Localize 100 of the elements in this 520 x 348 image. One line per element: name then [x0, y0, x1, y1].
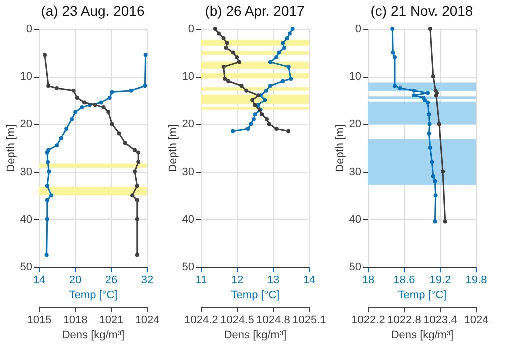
y-tick-label: 30 [182, 166, 194, 178]
x2-tick-label: 1015 [27, 314, 52, 326]
point [426, 100, 430, 105]
y-tick-label: 30 [20, 166, 32, 178]
y-tick-label: 10 [182, 71, 194, 84]
x2-tick-label: 1024 [135, 314, 160, 326]
point [263, 98, 268, 102]
x-axis-title: Temp [°C] [69, 290, 118, 302]
y-tick-label: 50 [349, 262, 362, 274]
point [129, 88, 134, 93]
point [412, 88, 416, 93]
point [249, 122, 254, 126]
x2-axis-title: Dens [kg/m³] [391, 330, 454, 342]
x-tick-label: 14 [33, 274, 46, 286]
x2-tick-label: 1024.8 [256, 314, 290, 326]
point [431, 174, 436, 179]
point [45, 184, 50, 188]
point [434, 194, 438, 198]
x-tick-label: 32 [141, 274, 154, 286]
y-tick-label: 10 [349, 71, 362, 84]
point [433, 220, 438, 224]
y-tick-label: 50 [182, 262, 194, 274]
x-axis-title: Temp [°C] [398, 290, 447, 302]
point [282, 46, 287, 50]
chart-title: (a) 23 Aug. 2016 [41, 3, 145, 19]
point [246, 126, 250, 131]
y-tick-label: 40 [349, 214, 362, 226]
x-axis-title: Temp [°C] [231, 290, 280, 302]
y-tick-label: 50 [20, 262, 32, 274]
x-tick-label: 18.6 [394, 274, 416, 286]
x2-tick-label: 1024 [464, 314, 489, 326]
x2-tick-label: 1022.8 [388, 314, 422, 326]
point [252, 117, 256, 122]
point [290, 27, 295, 31]
point [281, 41, 286, 46]
point [286, 65, 291, 70]
y-axis-title: Depth [m] [167, 124, 180, 172]
point [281, 79, 286, 84]
point [430, 160, 434, 164]
x2-tick-label: 1021 [99, 314, 124, 326]
y-tick-label: 20 [349, 118, 362, 131]
point [428, 146, 432, 150]
point [268, 84, 272, 88]
point [274, 56, 279, 60]
x2-tick-label: 1024.5 [220, 314, 254, 326]
point [70, 117, 74, 122]
y-tick-label: 10 [20, 71, 32, 84]
point [398, 86, 402, 90]
point [428, 122, 432, 126]
x2-axis-title: Dens [kg/m³] [224, 330, 287, 342]
x-tick-label: 12 [231, 274, 244, 286]
point [50, 194, 54, 198]
y-tick-label: 30 [349, 166, 362, 178]
point [412, 94, 416, 98]
point [289, 76, 293, 81]
x-tick-label: 20 [69, 274, 82, 286]
point [44, 253, 49, 258]
point [393, 56, 397, 60]
y-tick-label: 20 [20, 118, 32, 131]
point [45, 198, 50, 202]
point [46, 160, 50, 164]
point [45, 150, 50, 155]
y-tick-label: 0 [188, 24, 194, 36]
y-tick-label: 0 [26, 24, 32, 36]
point [80, 106, 84, 110]
x2-tick-label: 1022.2 [352, 314, 386, 326]
y-tick-label: 0 [355, 24, 362, 36]
x2-tick-label: 1025.1 [292, 314, 326, 326]
point [433, 179, 438, 184]
point [427, 132, 432, 136]
x-tick-label: 18 [362, 274, 375, 286]
point [144, 53, 148, 58]
y-tick-label: 40 [182, 214, 194, 226]
point [277, 50, 282, 55]
point [231, 129, 236, 134]
point [110, 90, 114, 94]
point [390, 27, 395, 31]
x2-axis-title: Dens [kg/m³] [62, 330, 125, 342]
x-tick-label: 11 [196, 274, 208, 286]
x2-tick-label: 1018 [63, 314, 88, 326]
point [59, 136, 64, 140]
y-tick-label: 20 [182, 118, 194, 131]
point [55, 144, 59, 148]
point [64, 126, 69, 131]
point [45, 217, 50, 222]
point [268, 60, 272, 64]
point [391, 50, 396, 55]
x2-tick-label: 1024.2 [184, 314, 218, 326]
point [393, 84, 397, 88]
point [143, 84, 148, 88]
x-tick-label: 13 [267, 274, 280, 286]
y-tick-label: 40 [20, 214, 32, 226]
y-axis-title: Depth [m] [334, 124, 346, 172]
point [285, 36, 290, 41]
point [264, 88, 269, 93]
y-axis-title: Depth [m] [5, 124, 18, 172]
point [99, 100, 104, 105]
x-tick-label: 14 [303, 274, 316, 286]
point [108, 96, 112, 100]
point [47, 170, 52, 174]
